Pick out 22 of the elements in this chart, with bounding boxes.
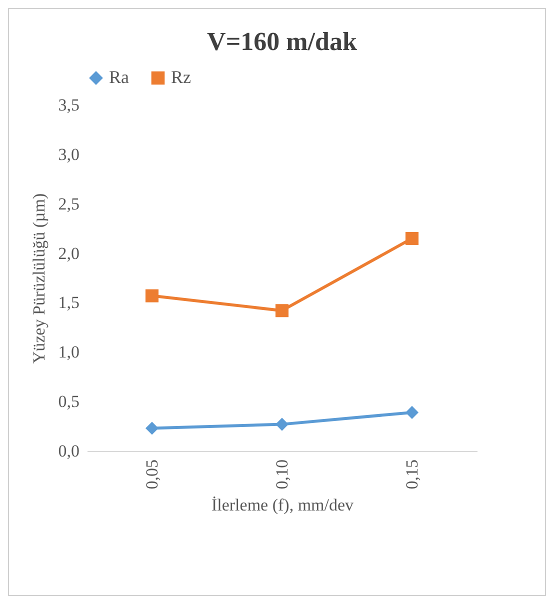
y-tick-label: 3,5 xyxy=(58,96,80,114)
point xyxy=(145,289,159,302)
y-tick-label: 1,5 xyxy=(58,293,80,312)
x-tick-label: 0,10 xyxy=(272,460,292,490)
chart-title: V=160 m/dak xyxy=(207,27,358,56)
x-tick-label: 0,15 xyxy=(402,460,422,490)
y-tick-label: 2,5 xyxy=(58,194,80,214)
y-axis-title: Yüzey Pürüzlülüğü (µm) xyxy=(29,193,48,364)
y-tick-label: 0,0 xyxy=(58,442,80,460)
y-tick-label: 2,0 xyxy=(58,244,80,263)
legend-label: Rz xyxy=(171,67,192,87)
x-tick-label: 0,05 xyxy=(142,460,162,490)
point xyxy=(275,418,289,431)
y-tick-label: 0,5 xyxy=(58,392,80,412)
y-tick-label: 1,0 xyxy=(58,342,80,362)
legend-label: Ra xyxy=(109,67,130,87)
y-tick-label: 3,0 xyxy=(58,144,80,164)
point xyxy=(405,406,419,419)
point xyxy=(145,422,159,435)
point xyxy=(405,232,419,245)
x-axis-title: İlerleme (f), mm/dev xyxy=(211,495,354,514)
point xyxy=(275,304,289,318)
